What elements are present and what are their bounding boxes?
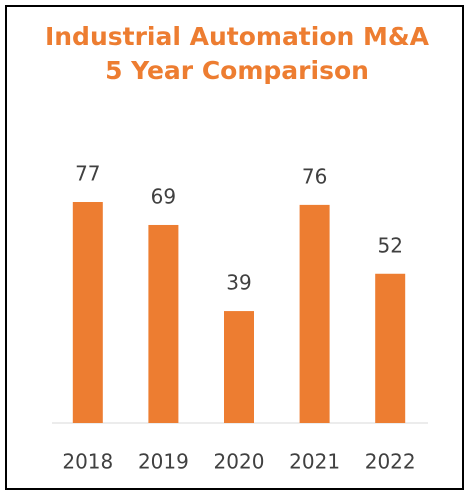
bar xyxy=(72,202,103,423)
bar xyxy=(375,273,406,423)
data-label: 69 xyxy=(151,184,176,208)
bar xyxy=(148,224,179,423)
data-label: 76 xyxy=(302,164,327,188)
data-label: 77 xyxy=(75,162,100,186)
x-tick-label: 2018 xyxy=(62,450,113,474)
x-tick-label: 2020 xyxy=(214,450,265,474)
bar xyxy=(299,204,330,423)
x-tick-label: 2022 xyxy=(365,450,416,474)
chart-title: 5 Year Comparison xyxy=(105,56,369,85)
data-label: 39 xyxy=(226,271,251,295)
bar xyxy=(224,311,254,423)
data-label: 52 xyxy=(377,233,402,257)
x-tick-label: 2019 xyxy=(138,450,189,474)
x-tick-label: 2021 xyxy=(289,450,340,474)
chart-title: Industrial Automation M&A xyxy=(45,22,430,51)
